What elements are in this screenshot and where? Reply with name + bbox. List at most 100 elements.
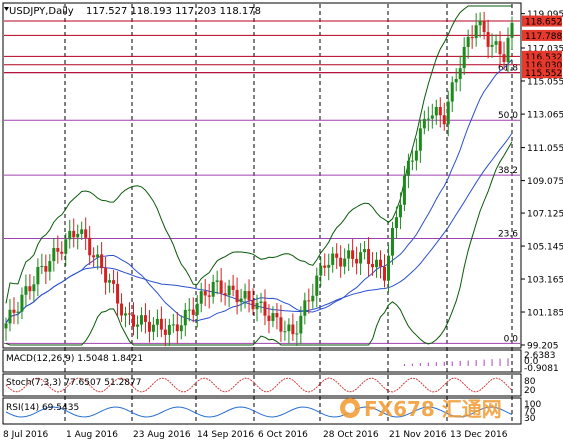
candle-body	[494, 41, 498, 45]
candle-body	[347, 250, 351, 259]
candle-body	[96, 254, 100, 258]
time-axis-label: 23 Aug 2016	[133, 430, 191, 440]
candle-body	[279, 317, 283, 332]
candle-body	[223, 293, 227, 296]
candle-body	[179, 325, 183, 332]
candle-body	[92, 255, 96, 258]
candle-body	[394, 217, 398, 228]
candle-body	[227, 285, 231, 296]
candle-body	[311, 295, 315, 302]
bollinger-lower-line	[5, 141, 513, 346]
price-scale-label: 117.035	[527, 44, 563, 54]
candle-body	[454, 78, 458, 83]
price-tag	[522, 67, 562, 79]
candle-body	[291, 324, 295, 335]
candle-body	[255, 302, 259, 310]
time-axis-label: 8 Jul 2016	[3, 430, 48, 440]
candle-body	[367, 249, 371, 264]
candle-body	[398, 204, 402, 218]
candle-body	[386, 255, 390, 281]
price-scale-label: 115.055	[527, 77, 563, 87]
fib-level-label: 38.2	[498, 166, 518, 176]
time-axis-label: 1 Aug 2016	[66, 430, 118, 440]
candle-body	[486, 32, 490, 47]
stoch-scale-80: 80	[524, 377, 536, 387]
candle-body	[135, 324, 139, 327]
rsi-scale-30: 30	[524, 414, 536, 424]
candle-body	[143, 315, 147, 322]
price-scale-label: 111.055	[527, 144, 563, 154]
candle-body	[271, 313, 275, 321]
candle-body	[371, 263, 375, 268]
candle-body	[28, 286, 32, 292]
price-tag	[522, 29, 562, 41]
candle-body	[219, 280, 223, 294]
candle-body	[175, 324, 179, 332]
candle-body	[434, 106, 438, 116]
candle-body	[462, 46, 466, 69]
candle-body	[259, 301, 263, 303]
candle-body	[211, 281, 215, 297]
candle-body	[40, 265, 44, 268]
candle-body	[48, 261, 52, 272]
candle-body	[155, 318, 159, 325]
price-scale-label: 103.165	[527, 276, 563, 286]
candle-body	[323, 265, 327, 268]
candle-body	[379, 259, 383, 267]
candle-body	[315, 275, 319, 296]
header-arrow-icon	[4, 7, 9, 11]
candle-body	[283, 331, 287, 333]
candle-body	[414, 150, 418, 161]
candle-body	[52, 247, 56, 262]
candle-body	[275, 313, 279, 318]
candle-body	[120, 303, 124, 316]
candle-body	[243, 290, 247, 299]
price-tag-label: 116.030	[525, 61, 562, 71]
candle-body	[351, 250, 355, 259]
fib-level-label: 0.0	[504, 334, 519, 344]
candle-body	[319, 265, 323, 276]
candle-body	[474, 25, 478, 39]
time-axis-label: 28 Oct 2016	[323, 430, 379, 440]
candle-body	[239, 298, 243, 303]
candle-body	[502, 54, 506, 63]
candle-body	[24, 286, 28, 295]
watermark-logo: FX678 汇通网	[340, 397, 502, 421]
candle-body	[191, 309, 195, 315]
candle-body	[195, 303, 199, 315]
stochastic-line	[5, 377, 513, 393]
candle-body	[80, 229, 84, 234]
candle-body	[88, 237, 92, 256]
candle-body	[20, 294, 24, 312]
time-axis-label: 6 Oct 2016	[258, 430, 308, 440]
candle-body	[131, 314, 135, 327]
price-tag-label: 116.532	[525, 53, 562, 63]
candle-body	[363, 249, 367, 253]
chart-header-symbol: USDJPY,Daily	[9, 6, 74, 17]
candle-body	[478, 20, 482, 26]
candle-body	[32, 284, 36, 292]
candle-body	[307, 300, 311, 302]
price-scale-label: 107.125	[527, 210, 563, 220]
fib-level-label: 50.0	[498, 111, 518, 121]
candle-body	[163, 329, 167, 335]
stoch-scale-20: 20	[524, 386, 536, 396]
candle-body	[64, 239, 68, 254]
candle-body	[299, 315, 303, 334]
price-scale-label: 119.095	[527, 10, 563, 20]
candle-body	[430, 115, 434, 119]
candle-body	[390, 227, 394, 256]
candle-body	[124, 313, 128, 316]
candle-body	[60, 251, 64, 254]
candle-body	[247, 290, 251, 301]
candle-body	[426, 118, 430, 120]
macd-scale-top: 2.6383	[524, 351, 556, 361]
rsi-line	[5, 406, 513, 418]
macd-label: MACD(12,26,9) 1.5048 1.8421	[6, 354, 143, 364]
time-axis-label: 13 Dec 2016	[450, 430, 508, 440]
candle-body	[339, 257, 343, 267]
candle-body	[506, 37, 510, 63]
candle-body	[402, 175, 406, 205]
candle-body	[267, 315, 271, 321]
